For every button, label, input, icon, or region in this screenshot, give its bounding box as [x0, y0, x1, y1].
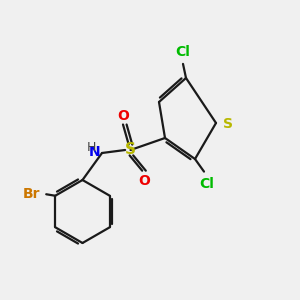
Text: Cl: Cl — [176, 44, 190, 58]
Text: H: H — [87, 141, 96, 154]
Text: Cl: Cl — [200, 177, 214, 191]
Text: S: S — [224, 118, 233, 131]
Text: S: S — [125, 142, 136, 158]
Text: O: O — [117, 109, 129, 123]
Text: Br: Br — [23, 187, 40, 201]
Text: N: N — [88, 146, 100, 159]
Text: O: O — [138, 174, 150, 188]
